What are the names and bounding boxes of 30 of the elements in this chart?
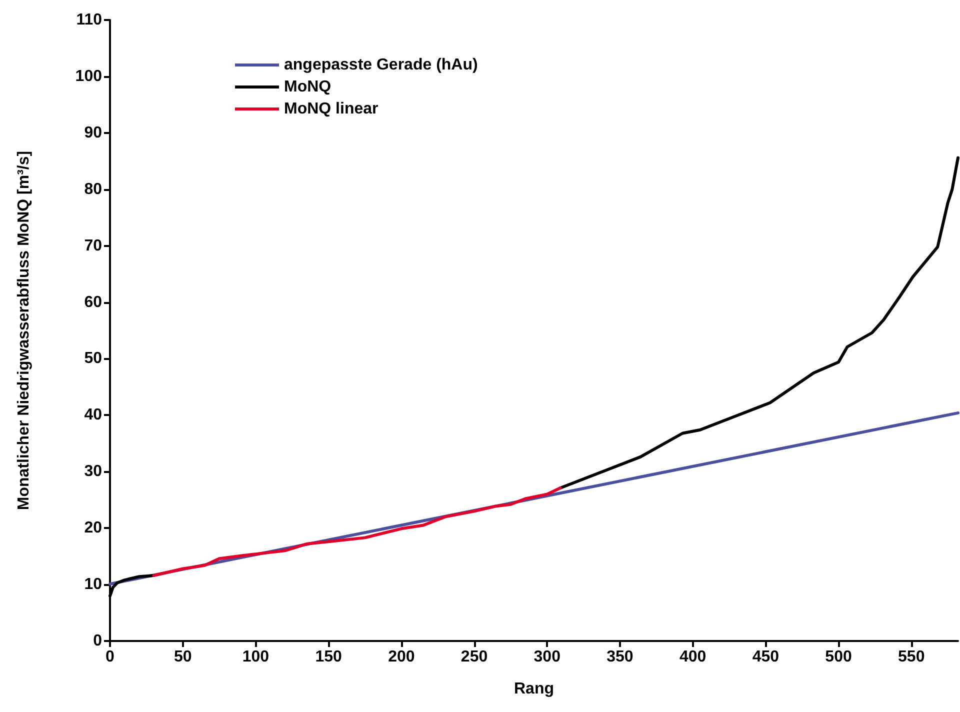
x-axis-title: Rang [514,680,554,698]
legend-label: MoNQ [284,78,332,96]
x-tick-label: 150 [315,648,342,666]
y-tick-label: 40 [84,406,102,424]
legend-label: MoNQ linear [284,100,378,118]
line-series [152,486,562,578]
x-tick-label: 0 [106,648,115,666]
y-axis-title: Monatlicher Niedrigwasserabfluss MoNQ [m³/s] [16,150,32,510]
y-tick-label: 110 [76,12,102,28]
x-tick-label: 550 [898,648,925,666]
y-tick-label: 50 [84,350,102,368]
y-tick-label: 30 [84,463,102,480]
x-tick-label: 100 [242,648,270,666]
x-tick-label: 50 [174,648,192,666]
y-tick-label: 70 [84,237,102,254]
x-tick-label: 500 [825,648,852,666]
x-tick-label: 350 [606,648,634,666]
y-tick-label: 90 [84,124,102,142]
y-tick-label: 0 [93,632,102,650]
x-tick-label: 400 [679,648,706,666]
x-tick-label: 300 [534,648,561,666]
y-tick-label: 100 [75,68,102,85]
x-tick-label: 450 [752,648,780,666]
y-tick-label: 80 [84,180,102,198]
legend-label: angepasste Gerade (hAu) [284,56,478,74]
x-tick-label: 250 [460,648,488,666]
x-tick-label: 200 [388,648,415,666]
y-tick-label: 10 [84,576,102,594]
y-tick-label: 60 [84,294,102,311]
y-tick-label: 20 [84,520,102,537]
